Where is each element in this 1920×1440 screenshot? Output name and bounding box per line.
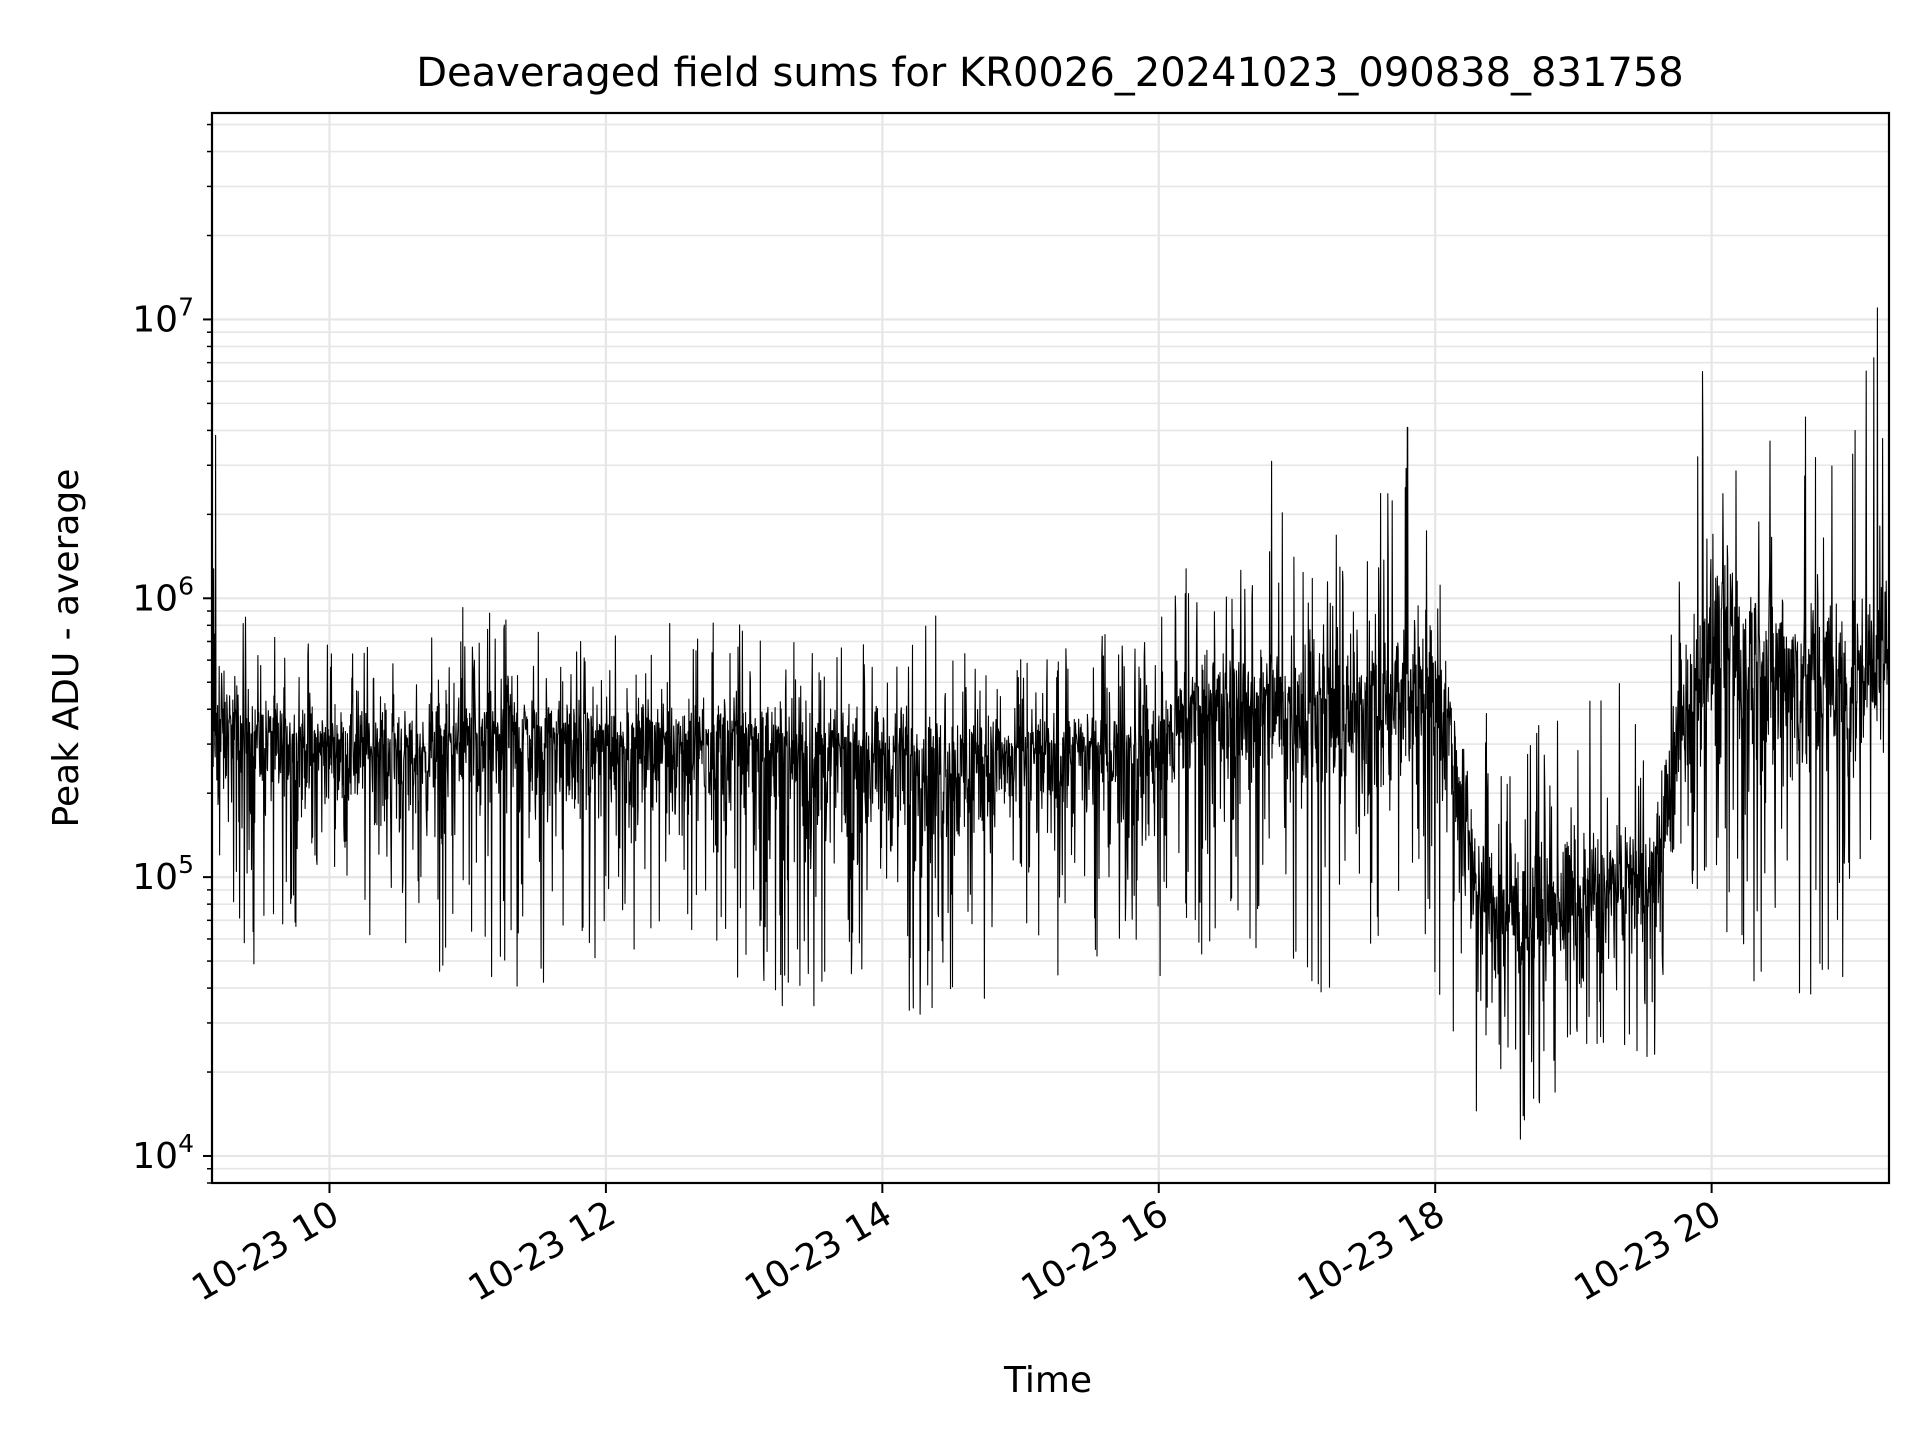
x-tick-label: 10-23 16 xyxy=(1015,1193,1176,1309)
x-axis-label: Time xyxy=(1003,1360,1092,1401)
plot-frame xyxy=(210,111,1891,1185)
y-tick-label: 106 xyxy=(132,571,194,619)
x-tick-label: 10-23 12 xyxy=(462,1193,623,1309)
y-tick-label: 107 xyxy=(132,292,194,340)
x-tick-label: 10-23 18 xyxy=(1291,1193,1452,1309)
y-tick-label: 104 xyxy=(132,1129,194,1177)
chart-title: Deaveraged field sums for KR0026_2024102… xyxy=(416,50,1684,96)
x-tick-label: 10-23 14 xyxy=(738,1193,899,1309)
y-axis-label: Peak ADU - average xyxy=(46,469,87,828)
x-tick-label: 10-23 10 xyxy=(185,1193,346,1309)
y-axis: 104 105 106 107 xyxy=(132,123,212,1184)
plot-area xyxy=(212,167,1889,1140)
x-axis: 10-23 10 10-23 12 10-23 14 10-23 16 10-23 18… xyxy=(185,1183,1728,1310)
y-tick-label: 105 xyxy=(132,850,194,898)
x-tick-label: 10-23 20 xyxy=(1567,1193,1728,1309)
series-line xyxy=(212,167,1889,1140)
